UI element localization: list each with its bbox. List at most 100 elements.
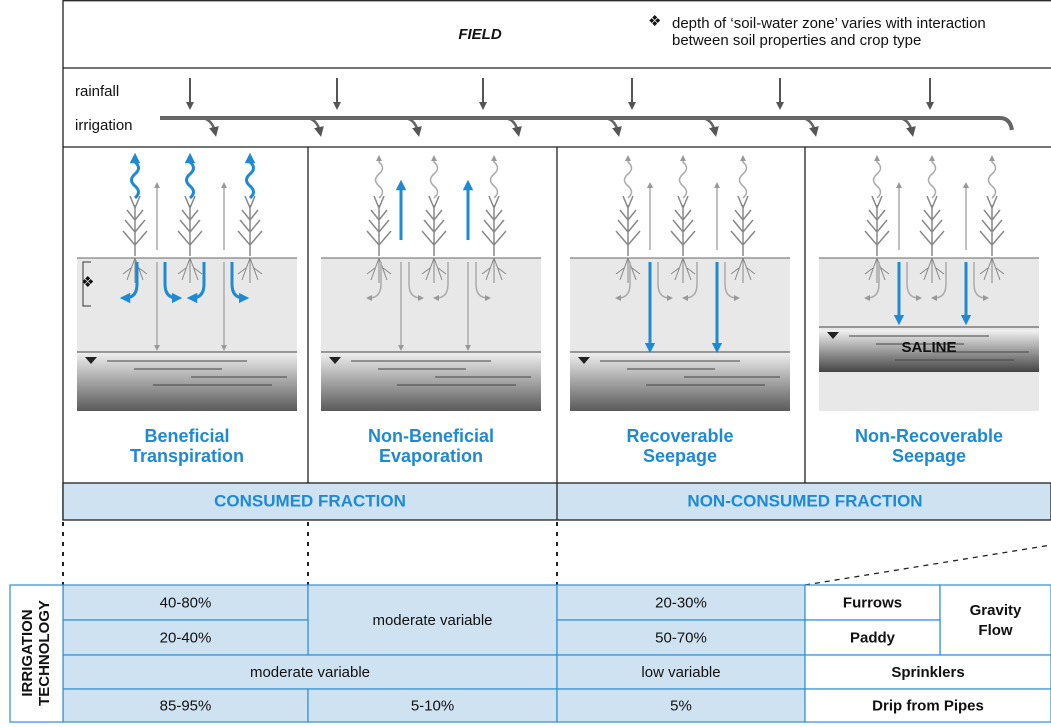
stem — [421, 195, 447, 256]
roots — [122, 257, 148, 283]
plant — [864, 195, 890, 283]
wavy-arrow — [244, 152, 256, 200]
panel-label: Beneficial — [144, 426, 229, 446]
groundwater — [570, 352, 790, 411]
note-symbol: ❖ — [648, 13, 661, 30]
soil — [77, 258, 297, 352]
panel-label: Non-Beneficial — [368, 426, 494, 446]
roots — [979, 257, 1005, 283]
table-cell — [939, 584, 1051, 656]
row-header-text: TECHNOLOGY — [36, 600, 53, 706]
cell-text: low variable — [641, 664, 720, 681]
stem — [919, 195, 945, 256]
roots — [237, 257, 263, 283]
loop-arrow — [931, 262, 947, 301]
panel-label: Non-Recoverable — [855, 426, 1003, 446]
panel-label: Seepage — [643, 446, 717, 466]
cell-text: 85-95% — [160, 697, 212, 714]
loop-arrow — [657, 262, 673, 301]
loop-arrow — [615, 262, 631, 301]
roots — [481, 257, 507, 283]
cell-text: 50-70% — [655, 629, 707, 646]
input-label: rainfall — [75, 83, 119, 100]
table-cell — [804, 619, 941, 656]
cell-text: Paddy — [850, 629, 896, 646]
drip — [799, 116, 819, 137]
drip — [502, 116, 522, 137]
water-symbol — [827, 332, 839, 339]
table-cell — [62, 654, 558, 690]
table-cell — [804, 688, 1051, 723]
drip — [699, 116, 719, 137]
cell-text: 20-30% — [655, 594, 707, 611]
stem — [730, 195, 756, 256]
loop-arrow — [724, 262, 740, 301]
irrigation-pipe — [160, 116, 1014, 131]
table-cell — [556, 619, 806, 656]
panel-label: Seepage — [892, 446, 966, 466]
panel — [77, 152, 297, 411]
fraction-label: CONSUMED FRACTION — [214, 491, 406, 510]
wavy-arrow — [678, 155, 688, 199]
table-cell — [62, 688, 309, 723]
loop-arrow — [475, 262, 491, 301]
plant — [237, 195, 263, 283]
saline-label: SALINE — [901, 339, 956, 356]
roots — [864, 257, 890, 283]
plant — [122, 195, 148, 283]
plant — [615, 195, 641, 283]
bracket — [82, 261, 91, 307]
roots — [615, 257, 641, 283]
loop-arrow — [186, 262, 206, 304]
wavy-arrow — [184, 152, 196, 200]
wavy-arrow — [129, 152, 141, 200]
drip — [199, 116, 219, 137]
water-symbol — [578, 357, 590, 364]
stem — [979, 195, 1005, 256]
soil — [570, 258, 790, 352]
wavy-arrow — [927, 155, 937, 199]
panel — [819, 155, 1039, 411]
panel — [570, 155, 790, 411]
stem — [237, 195, 263, 256]
loop-arrow — [163, 262, 183, 304]
stem — [864, 195, 890, 256]
panel-label: Recoverable — [626, 426, 733, 446]
groundwater — [77, 352, 297, 411]
cell-text: 20-40% — [160, 629, 212, 646]
roots — [670, 257, 696, 283]
water-symbol — [85, 357, 97, 364]
stem — [177, 195, 203, 256]
row-header-text: IRRIGATION — [19, 609, 36, 696]
stem — [481, 195, 507, 256]
stem — [670, 195, 696, 256]
input-label: irrigation — [75, 117, 133, 134]
drip — [602, 116, 622, 137]
water-symbol — [329, 357, 341, 364]
cell-text: Sprinklers — [891, 664, 964, 681]
table: 40-80% moderate variable 20-30% Furrows Grav… — [9, 584, 1051, 723]
wavy-arrow — [872, 155, 882, 199]
cell-text: Gravity Flow — [970, 602, 1022, 639]
roots — [366, 257, 392, 283]
plant — [481, 195, 507, 283]
drip — [304, 116, 324, 137]
loop-arrow — [864, 262, 880, 301]
plant — [670, 195, 696, 283]
cell-text: 40-80% — [160, 594, 212, 611]
roots — [730, 257, 756, 283]
marker: ❖ — [81, 274, 94, 291]
drip — [896, 116, 916, 137]
roots — [177, 257, 203, 283]
row-header — [9, 584, 64, 723]
soil — [321, 258, 541, 352]
wavy-arrow — [374, 155, 384, 199]
stem — [615, 195, 641, 256]
panel-label: Evaporation — [379, 446, 483, 466]
loop-arrow — [682, 262, 698, 301]
loop-arrow — [973, 262, 989, 301]
loop-arrow — [906, 262, 922, 301]
drip — [402, 116, 422, 137]
